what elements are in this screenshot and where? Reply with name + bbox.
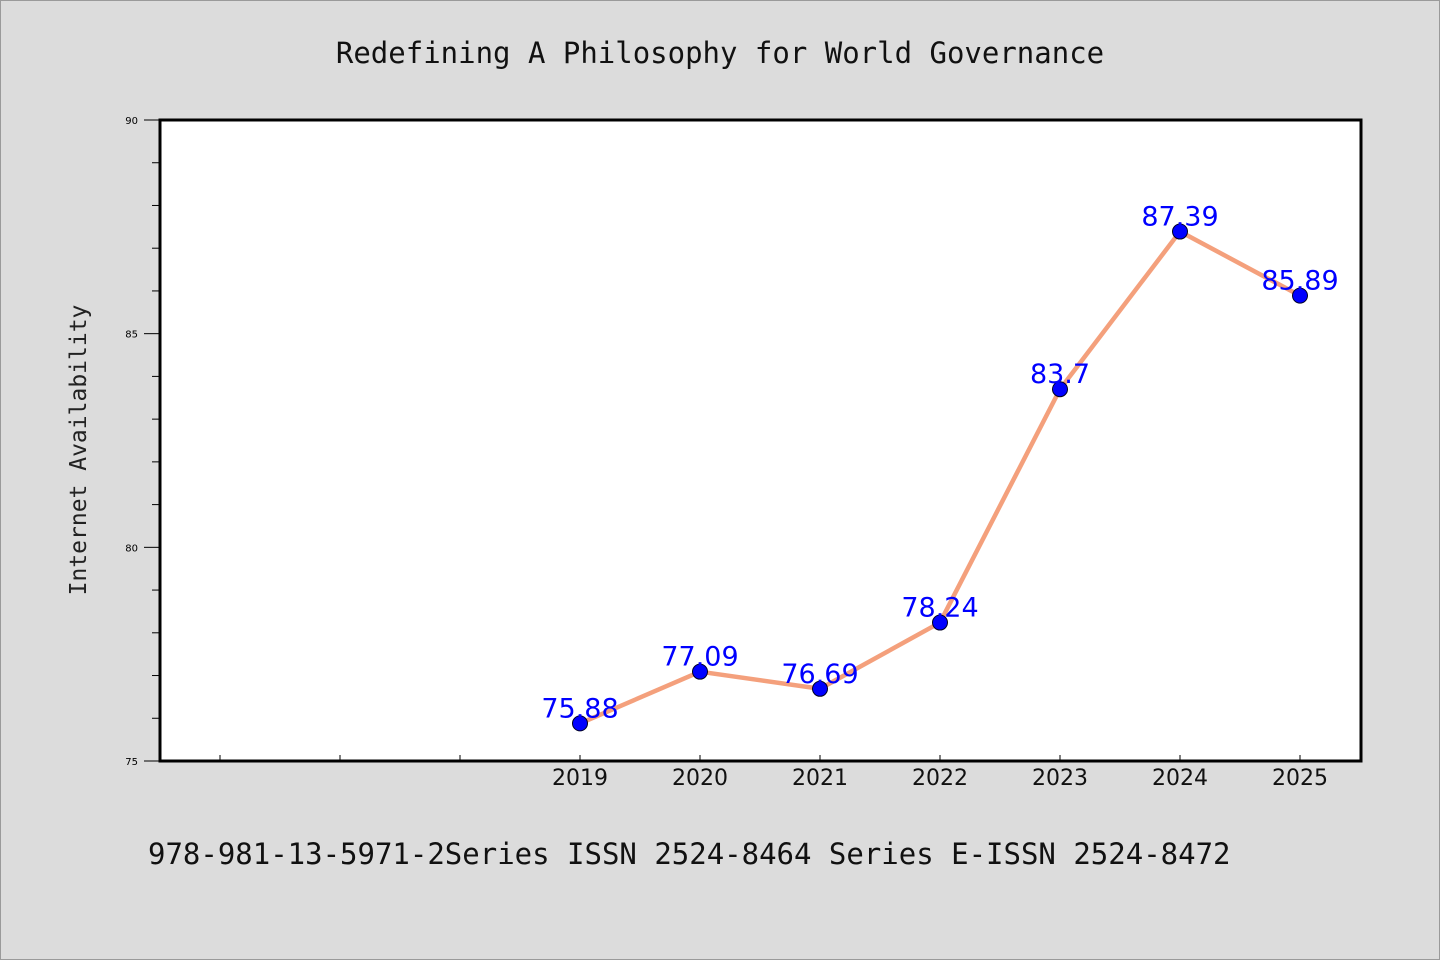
x-axis-ticks: 2019 2020 2021 2022 2023 2024 2025: [219, 755, 1328, 791]
x-tick-label: 2023: [1032, 766, 1088, 791]
data-label: 75.88: [541, 693, 618, 724]
x-tick-label: 2019: [552, 766, 608, 791]
data-label: 83.7: [1030, 359, 1090, 390]
y-tick-label: 85: [125, 330, 138, 341]
y-axis-label: Internet Availability: [66, 305, 92, 596]
series-line-group: 75.88 77.09 76.69 78.24 83.7 87.39 85.89: [541, 202, 1339, 732]
data-label: 76.69: [781, 659, 858, 690]
data-label: 87.39: [1141, 202, 1218, 233]
data-label: 85.89: [1261, 266, 1338, 297]
chart-title: Redefining A Philosophy for World Govern…: [336, 36, 1104, 70]
data-point: [572, 715, 588, 732]
data-point: [1172, 223, 1188, 240]
x-tick-label: 2025: [1272, 766, 1328, 791]
y-axis-ticks: 75 80 85 90: [125, 116, 159, 768]
data-point: [812, 680, 828, 697]
data-point: [692, 663, 708, 680]
plot-area: [158, 118, 1363, 763]
x-tick-label: 2022: [912, 766, 968, 791]
x-tick-label: 2021: [792, 766, 848, 791]
x-tick-label: 2020: [672, 766, 728, 791]
y-tick-label: 75: [125, 757, 138, 768]
data-label: 78.24: [901, 593, 978, 624]
footer-isbn-text: 978-981-13-5971-2Series ISSN 2524-8464 S…: [148, 837, 1231, 871]
data-point: [1292, 287, 1308, 304]
y-tick-label: 90: [125, 116, 138, 127]
data-point: [932, 614, 948, 631]
y-tick-label: 80: [125, 543, 138, 554]
data-point: [1052, 381, 1068, 398]
x-tick-label: 2024: [1152, 766, 1208, 791]
data-label: 77.09: [661, 642, 738, 673]
